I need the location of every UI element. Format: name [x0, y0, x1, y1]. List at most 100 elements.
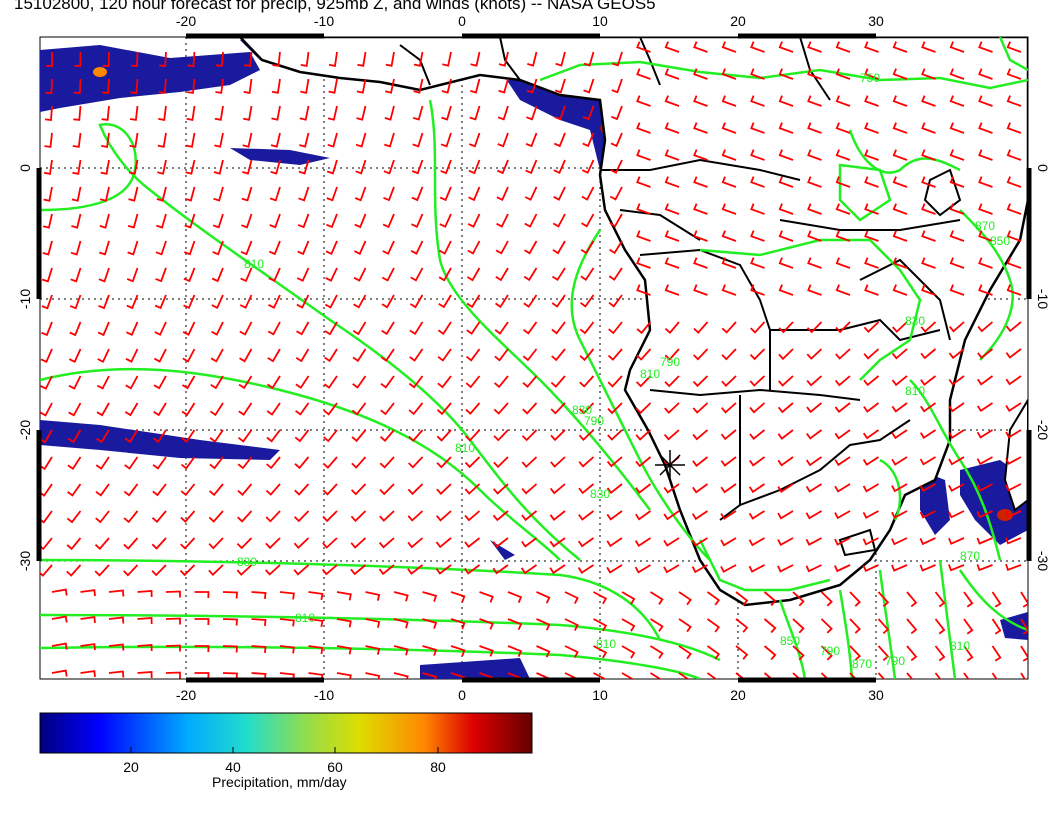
- wind-barb: [438, 294, 452, 309]
- wind-barb: [806, 348, 823, 360]
- wind-barb: [393, 672, 409, 679]
- colorbar-ticks: [130, 747, 439, 753]
- contour-label: 810: [455, 441, 475, 455]
- wind-barb: [495, 267, 509, 282]
- wind-barb: [393, 591, 409, 602]
- wind-barb: [949, 95, 965, 107]
- wind-barb: [612, 51, 623, 67]
- wind-barb: [1005, 510, 1022, 518]
- wind-barb: [208, 537, 224, 550]
- wind-barb: [906, 591, 918, 608]
- wind-barb: [350, 537, 367, 549]
- wind-barb: [182, 348, 196, 363]
- wind-barb: [308, 591, 324, 601]
- wind-barb: [129, 105, 139, 121]
- wind-barb: [863, 375, 880, 387]
- wind-barb: [157, 159, 167, 175]
- wind-barb: [864, 257, 879, 269]
- wind-barb: [524, 213, 538, 228]
- wind-barb: [41, 294, 53, 310]
- wind-barb: [991, 618, 1002, 635]
- wind-barb: [948, 456, 965, 466]
- wind-barb: [807, 95, 822, 107]
- wind-barb: [721, 149, 737, 161]
- wind-barb: [353, 240, 367, 256]
- wind-barb: [352, 375, 367, 389]
- wind-barb: [663, 483, 680, 494]
- wind-barb: [549, 483, 566, 495]
- wind-barb: [636, 257, 651, 269]
- wind-barb: [239, 348, 253, 363]
- wind-barb: [236, 537, 253, 550]
- contour-label: 830: [572, 403, 592, 417]
- wind-barb: [356, 78, 367, 94]
- wind-barb: [268, 267, 281, 283]
- wind-barb: [98, 294, 110, 310]
- wind-barb: [521, 429, 538, 442]
- wind-barb: [678, 645, 692, 660]
- wind-barb: [251, 618, 267, 626]
- wind-barb: [892, 257, 908, 269]
- wind-barb: [1006, 122, 1022, 134]
- wind-barb: [948, 402, 965, 413]
- wind-barb: [352, 321, 367, 336]
- wind-barb: [835, 176, 851, 188]
- wind-barb: [408, 456, 424, 469]
- wind-barb: [963, 672, 970, 679]
- wind-barb: [271, 105, 281, 121]
- wind-barb: [68, 348, 82, 364]
- contour-label: 750: [860, 71, 880, 85]
- wind-barb: [440, 159, 452, 175]
- wind-barb: [154, 294, 167, 310]
- wind-barb: [611, 78, 623, 94]
- wind-barb: [326, 213, 338, 229]
- wind-barb: [251, 645, 267, 653]
- country-borders: [399, 37, 962, 557]
- wind-barb: [536, 591, 551, 604]
- wind-barb: [892, 203, 908, 215]
- wind-barb: [720, 456, 737, 467]
- wind-barb: [693, 230, 708, 242]
- wind-barb: [296, 321, 310, 336]
- wind-barb: [268, 294, 281, 309]
- wind-barb: [465, 429, 481, 442]
- wind-barb: [299, 132, 310, 148]
- wind-barb: [242, 159, 253, 175]
- wind-barb: [194, 591, 210, 599]
- wind-barb: [408, 375, 424, 389]
- wind-barb: [551, 348, 566, 362]
- wind-barb: [239, 294, 253, 309]
- wind-barb: [750, 41, 765, 53]
- wind-barb: [1005, 402, 1022, 412]
- wind-barb: [835, 321, 851, 334]
- colorbar-label: Precipitation, mm/day: [212, 774, 347, 790]
- wind-barb: [194, 618, 210, 626]
- wind-barb: [664, 284, 680, 296]
- wind-barb: [379, 429, 395, 442]
- wind-barb: [129, 132, 139, 148]
- wind-barb: [963, 591, 974, 608]
- wind-barb: [778, 230, 794, 242]
- wind-barb: [496, 186, 509, 202]
- wind-barb: [165, 590, 181, 598]
- wind-barb: [407, 510, 424, 522]
- wind-barb: [834, 510, 851, 520]
- wind-barb: [44, 132, 53, 148]
- lon-tick: -20: [176, 13, 196, 29]
- wind-barb: [706, 645, 721, 660]
- wind-barb: [151, 510, 167, 523]
- wind-barb: [351, 456, 367, 469]
- wind-barb: [948, 375, 965, 386]
- wind-barb: [721, 375, 737, 387]
- wind-barb: [806, 429, 823, 440]
- contour-label: 830: [905, 314, 925, 328]
- wind-barb: [636, 95, 651, 107]
- wind-barb: [507, 645, 523, 658]
- wind-barb: [921, 41, 936, 53]
- wind-barb: [522, 321, 538, 335]
- wind-barb: [186, 105, 196, 121]
- wind-barb: [441, 105, 452, 121]
- wind-barb: [978, 41, 993, 53]
- wind-barb: [892, 95, 908, 107]
- wind-barb: [251, 591, 267, 599]
